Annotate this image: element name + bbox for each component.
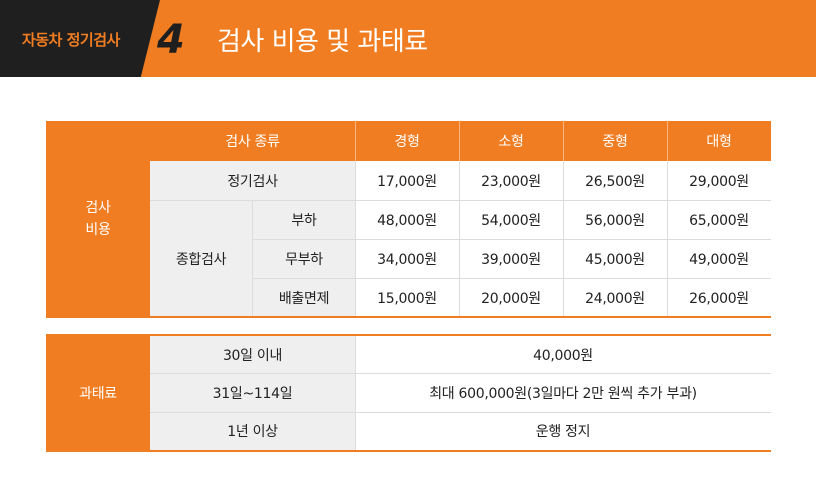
subrow-label-emission-exempt: 배출면제 xyxy=(253,278,355,317)
cell-noload-midsize: 45,000원 xyxy=(563,239,667,278)
row-divider xyxy=(253,239,771,240)
cell-regular-compact: 17,000원 xyxy=(355,161,459,200)
col-divider xyxy=(563,161,564,317)
row-label-comprehensive: 종합검사 xyxy=(150,200,252,317)
row-divider xyxy=(150,373,771,374)
col-divider xyxy=(355,161,356,317)
cell-exempt-compact: 15,000원 xyxy=(355,278,459,317)
cell-exempt-large: 26,000원 xyxy=(667,278,771,317)
col-divider xyxy=(355,336,356,450)
fine-amount-30-days: 40,000원 xyxy=(355,336,771,373)
subrow-label-load: 부하 xyxy=(253,200,355,239)
fine-amount-over-1-year: 운행 정지 xyxy=(355,412,771,450)
cell-regular-large: 29,000원 xyxy=(667,161,771,200)
col-divider xyxy=(667,161,668,317)
header-divider xyxy=(459,121,460,161)
fine-period-30-days: 30일 이내 xyxy=(150,336,355,373)
subrow-label-no-load: 무부하 xyxy=(253,239,355,278)
col-divider xyxy=(459,161,460,317)
cell-noload-small: 39,000원 xyxy=(459,239,563,278)
row-label-regular: 정기검사 xyxy=(150,161,355,200)
fine-table-top-border xyxy=(46,334,771,336)
cell-regular-small: 23,000원 xyxy=(459,161,563,200)
cost-table-bottom-border xyxy=(46,316,771,318)
col-header-inspection-type: 검사 종류 xyxy=(150,121,355,161)
fine-period-over-1-year: 1년 이상 xyxy=(150,412,355,450)
header-divider xyxy=(355,121,356,161)
header-category-block xyxy=(0,0,160,77)
col-header-midsize: 중형 xyxy=(563,121,667,161)
col-divider xyxy=(252,200,253,317)
cell-load-large: 65,000원 xyxy=(667,200,771,239)
cell-noload-large: 49,000원 xyxy=(667,239,771,278)
fine-section-label: 과태료 xyxy=(46,334,150,451)
col-header-compact: 경형 xyxy=(355,121,459,161)
col-header-large: 대형 xyxy=(667,121,771,161)
cell-regular-midsize: 26,500원 xyxy=(563,161,667,200)
col-header-small: 소형 xyxy=(459,121,563,161)
header-divider xyxy=(563,121,564,161)
cell-noload-compact: 34,000원 xyxy=(355,239,459,278)
page-title: 검사 비용 및 과태료 xyxy=(217,27,428,57)
cell-load-midsize: 56,000원 xyxy=(563,200,667,239)
fine-table-bottom-border xyxy=(46,450,771,452)
cell-exempt-small: 20,000원 xyxy=(459,278,563,317)
header-category: 자동차 정기검사 xyxy=(22,31,120,49)
cell-load-compact: 48,000원 xyxy=(355,200,459,239)
cost-section-label: 검사 비용 xyxy=(46,121,150,317)
row-divider xyxy=(150,412,771,413)
row-divider xyxy=(150,200,771,201)
cell-load-small: 54,000원 xyxy=(459,200,563,239)
header-divider xyxy=(667,121,668,161)
fine-period-31-114-days: 31일~114일 xyxy=(150,373,355,412)
header-section-number: 4 xyxy=(157,17,185,63)
cell-exempt-midsize: 24,000원 xyxy=(563,278,667,317)
row-divider xyxy=(253,278,771,279)
fine-amount-31-114-days: 최대 600,000원(3일마다 2만 원씩 추가 부과) xyxy=(355,373,771,412)
